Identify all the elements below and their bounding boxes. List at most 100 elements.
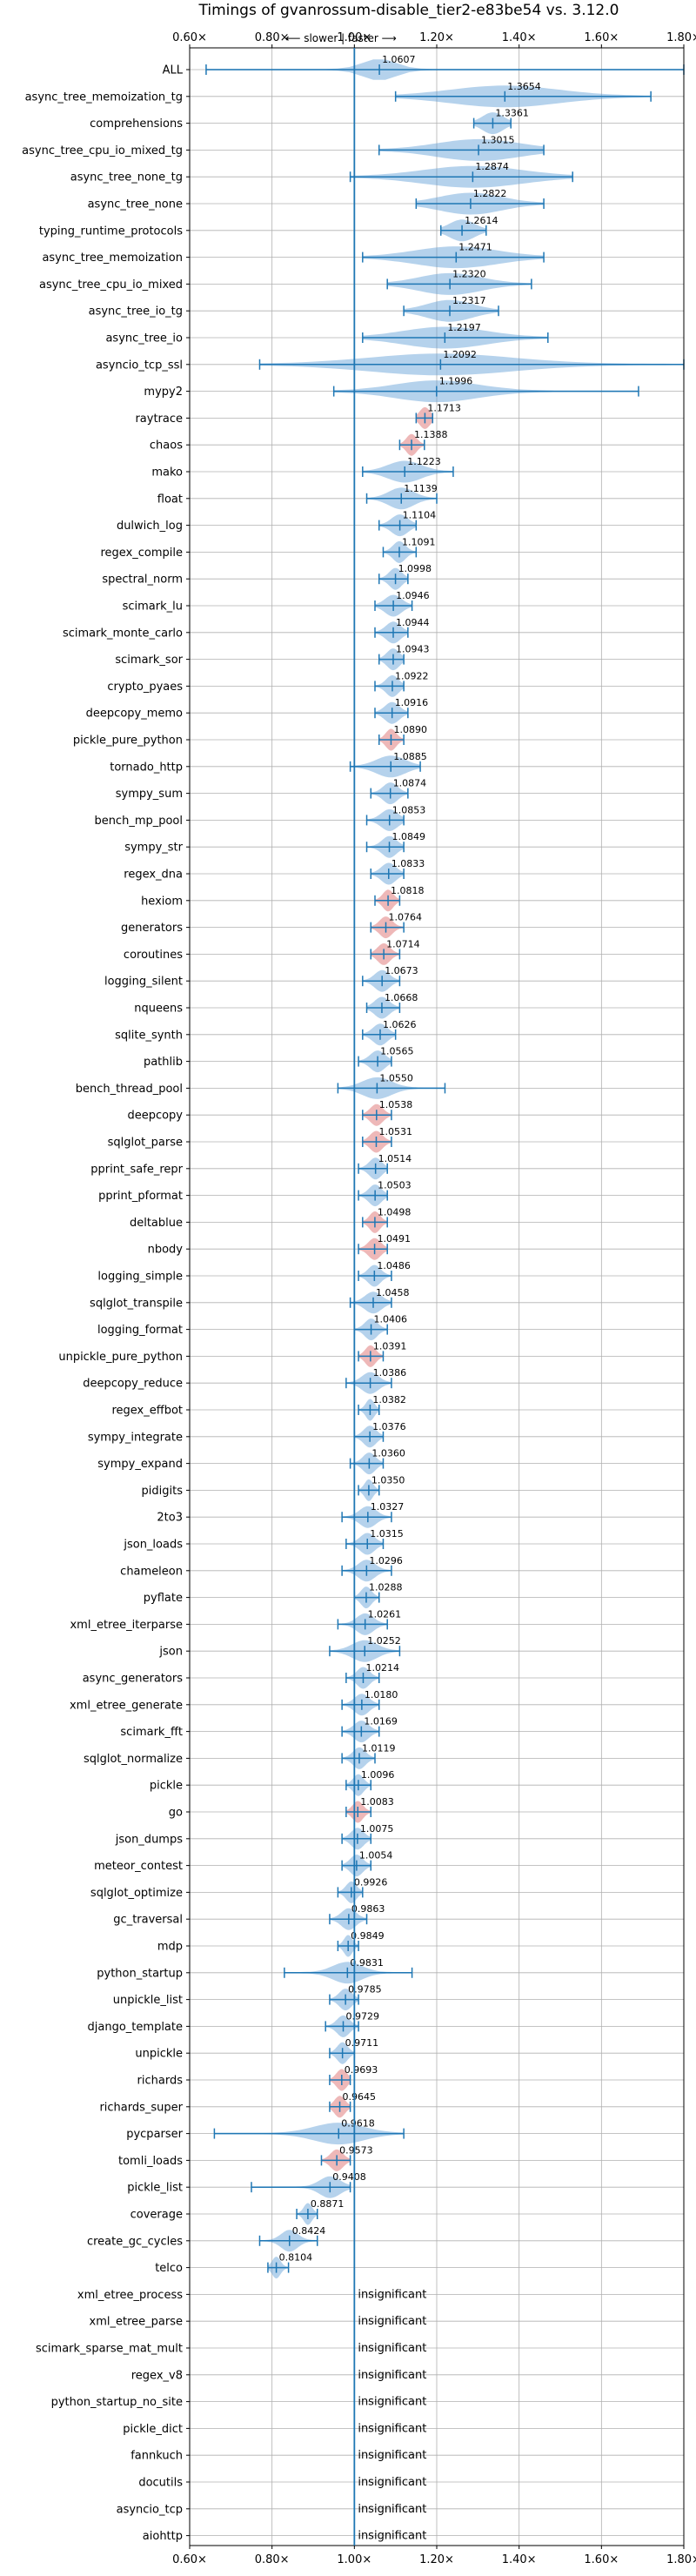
benchmark-label: sqlglot_parse bbox=[108, 1137, 183, 1150]
benchmark-label: telco bbox=[155, 2262, 183, 2275]
median-value-label: 1.0382 bbox=[372, 1394, 406, 1405]
median-value-label: 1.0607 bbox=[382, 54, 416, 65]
median-value-label: 1.0083 bbox=[360, 1796, 394, 1808]
median-value-label: 1.0096 bbox=[361, 1769, 395, 1781]
median-value-label: 1.0943 bbox=[396, 644, 430, 655]
benchmark-label: mdp bbox=[157, 1941, 183, 1954]
insignificant-label: insignificant bbox=[358, 2369, 426, 2382]
median-value-label: 1.0503 bbox=[378, 1180, 412, 1191]
median-value-label: 1.1388 bbox=[414, 429, 447, 440]
benchmark-label: raytrace bbox=[135, 413, 183, 426]
median-value-label: 1.0531 bbox=[378, 1126, 412, 1137]
median-value-label: 1.0486 bbox=[377, 1260, 411, 1271]
median-value-label: 1.0458 bbox=[376, 1287, 410, 1298]
benchmark-label: mako bbox=[151, 466, 183, 480]
median-value-label: 0.9926 bbox=[354, 1876, 388, 1888]
median-value-label: 1.0180 bbox=[365, 1689, 398, 1701]
median-value-label: 1.0946 bbox=[396, 590, 430, 601]
x-tick-label-top: 1.20× bbox=[419, 31, 454, 44]
chart-title: Timings of gvanrossum-disable_tier2-e83b… bbox=[198, 2, 619, 19]
benchmark-label: 2to3 bbox=[157, 1512, 183, 1525]
benchmark-label: json bbox=[158, 1646, 183, 1659]
median-value-label: 0.9573 bbox=[339, 2144, 373, 2156]
median-value-label: 1.0288 bbox=[369, 1582, 403, 1593]
benchmark-label: bench_thread_pool bbox=[76, 1083, 183, 1096]
benchmark-label: pyflate bbox=[144, 1592, 183, 1605]
benchmark-label: pickle_list bbox=[127, 2182, 183, 2195]
benchmark-label: generators bbox=[121, 922, 183, 935]
benchmark-label: scimark_sor bbox=[115, 654, 183, 667]
benchmark-label: pickle bbox=[150, 1780, 183, 1793]
insignificant-label: insignificant bbox=[358, 2396, 426, 2409]
benchmark-label: coverage bbox=[130, 2209, 183, 2222]
benchmark-label: nbody bbox=[148, 1244, 184, 1257]
median-value-label: 1.3015 bbox=[481, 134, 515, 145]
benchmark-label: sqlglot_optimize bbox=[90, 1887, 183, 1900]
benchmark-label: crypto_pyaes bbox=[107, 681, 183, 694]
benchmark-label: sympy_str bbox=[124, 842, 183, 855]
median-value-label: 1.0261 bbox=[368, 1608, 402, 1620]
benchmark-label: async_tree_none_tg bbox=[70, 171, 183, 184]
median-value-label: 1.0890 bbox=[393, 724, 427, 735]
direction-hint: ⟵ slower | faster ⟶ bbox=[285, 32, 397, 44]
median-value-label: 1.1223 bbox=[407, 456, 441, 467]
x-tick-label-top: 1.40× bbox=[502, 31, 537, 44]
benchmark-label: pprint_safe_repr bbox=[90, 1163, 183, 1176]
median-value-label: 0.9618 bbox=[341, 2118, 375, 2130]
median-value-label: 1.0491 bbox=[378, 1233, 412, 1244]
benchmark-label: nqueens bbox=[134, 1003, 183, 1016]
benchmark-label: gc_traversal bbox=[113, 1914, 183, 1927]
benchmark-label: unpickle_list bbox=[113, 1994, 183, 2007]
median-value-label: 1.0673 bbox=[385, 965, 418, 976]
median-value-label: 1.0119 bbox=[362, 1742, 396, 1754]
x-tick-label-bottom: 1.20× bbox=[419, 2553, 454, 2566]
benchmark-label: scimark_lu bbox=[123, 600, 183, 614]
insignificant-label: insignificant bbox=[358, 2530, 426, 2543]
median-value-label: 1.0386 bbox=[373, 1367, 407, 1379]
benchmark-label: deltablue bbox=[130, 1217, 183, 1230]
x-tick-label-bottom: 1.40× bbox=[502, 2553, 537, 2566]
median-value-label: 0.9645 bbox=[343, 2091, 377, 2103]
benchmark-label: richards bbox=[137, 2075, 184, 2088]
median-value-label: 1.0514 bbox=[378, 1153, 412, 1164]
benchmark-label: scimark_sparse_mat_mult bbox=[36, 2343, 183, 2356]
median-value-label: 1.0406 bbox=[374, 1314, 408, 1325]
benchmark-label: spectral_norm bbox=[102, 574, 183, 587]
median-value-label: 1.1091 bbox=[402, 536, 436, 547]
benchmark-label: pickle_dict bbox=[123, 2423, 183, 2436]
median-value-label: 1.2614 bbox=[465, 215, 499, 226]
benchmark-label: async_tree_io_tg bbox=[89, 305, 183, 319]
median-value-label: 1.0214 bbox=[365, 1662, 399, 1674]
median-value-label: 1.0626 bbox=[383, 1019, 417, 1030]
median-value-label: 1.0327 bbox=[371, 1501, 405, 1513]
benchmark-label: deepcopy_memo bbox=[86, 708, 183, 721]
benchmark-label: mypy2 bbox=[144, 386, 183, 399]
benchmark-label: typing_runtime_protocols bbox=[39, 225, 183, 238]
benchmark-label: json_dumps bbox=[115, 1833, 183, 1846]
insignificant-label: insignificant bbox=[358, 2449, 426, 2462]
benchmark-label: logging_simple bbox=[97, 1271, 183, 1284]
median-value-label: 1.0885 bbox=[393, 751, 427, 762]
median-value-label: 1.0075 bbox=[360, 1823, 394, 1835]
benchmark-label: async_tree_cpu_io_mixed_tg bbox=[22, 144, 183, 158]
median-value-label: 0.8104 bbox=[279, 2252, 313, 2264]
benchmark-label: logging_format bbox=[97, 1324, 183, 1337]
median-value-label: 1.2822 bbox=[473, 188, 507, 199]
benchmark-label: xml_etree_iterparse bbox=[70, 1619, 183, 1632]
median-value-label: 0.9408 bbox=[332, 2171, 366, 2183]
median-value-label: 1.0849 bbox=[392, 831, 426, 842]
benchmark-label: async_generators bbox=[83, 1673, 184, 1686]
benchmark-label: sympy_expand bbox=[97, 1458, 183, 1471]
benchmark-label: xml_etree_process bbox=[77, 2289, 183, 2302]
x-tick-label-top: 0.60× bbox=[172, 31, 207, 44]
insignificant-label: insignificant bbox=[358, 2288, 426, 2301]
benchmark-label: scimark_monte_carlo bbox=[63, 627, 183, 640]
median-value-label: 1.2471 bbox=[458, 242, 492, 253]
median-value-label: 1.0853 bbox=[392, 804, 426, 815]
median-value-label: 1.2874 bbox=[475, 161, 509, 172]
benchmark-label: pathlib bbox=[144, 1056, 183, 1069]
median-value-label: 1.0054 bbox=[359, 1850, 393, 1862]
axis-layer: 0.60× 0.60× 0.80× 0.80× 1.00× 1.00× 1.20× 1.20×… bbox=[172, 31, 696, 2566]
benchmark-label: regex_effbot bbox=[111, 1405, 183, 1418]
